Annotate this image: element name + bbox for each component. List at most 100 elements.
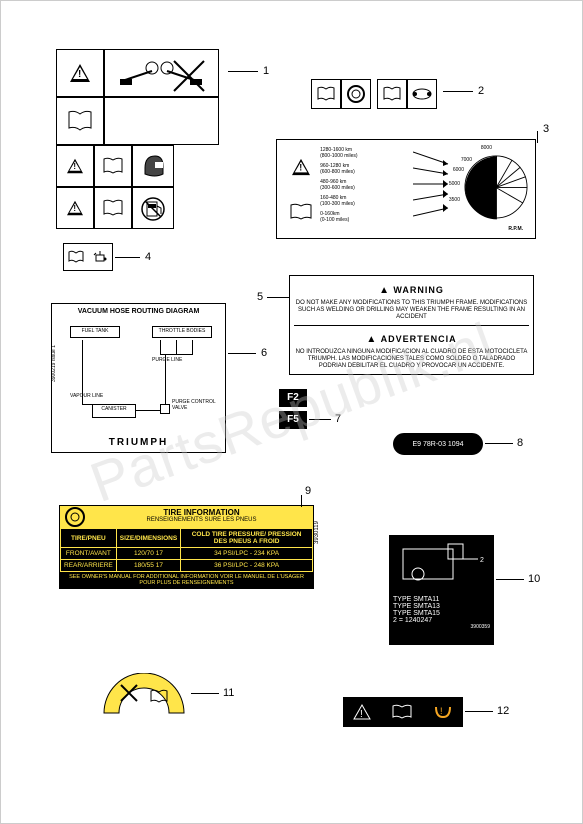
- tire-icon: [346, 84, 366, 104]
- label-10-type: 2 TYPE SMTA11 TYPE SMTA13 TYPE SMTA15 2 …: [389, 535, 494, 645]
- oil-icon: [92, 249, 108, 265]
- rpm-mi-4: (0-100 miles): [320, 217, 349, 223]
- leader-11: [191, 693, 219, 694]
- helmet-icon: [141, 152, 165, 180]
- throttle-box: THROTTLE BODIES: [152, 326, 212, 338]
- tire-title2: RENSEIGNEMENTS SURE LES PNEUS: [92, 517, 311, 523]
- tire-rear: REAR/ARRIERE: [61, 560, 117, 572]
- vac-title: VACUUM HOSE ROUTING DIAGRAM: [56, 308, 221, 315]
- callout-10: 10: [528, 573, 540, 585]
- warning-triangle-icon: [70, 64, 90, 82]
- book-icon: [67, 250, 85, 264]
- label-4: [63, 243, 113, 271]
- tire-front-size: 120/70 17: [116, 548, 180, 560]
- rpm-mi-1: (600-800 miles): [320, 169, 355, 175]
- tire-rear-psi: 36 PSI/LPC - 248 KPA: [181, 560, 313, 572]
- type-line4: 2 = 1240247: [393, 617, 490, 624]
- label-5-warning: ▲ WARNING DO NOT MAKE ANY MODIFICATIONS …: [289, 275, 534, 375]
- handlebar-icon: [112, 53, 212, 93]
- rpm-6000: 6000: [453, 168, 464, 174]
- label-6-vacuum: VACUUM HOSE ROUTING DIAGRAM 3900219 Issu…: [51, 303, 226, 453]
- rpm-mi-0: (800-1000 miles): [320, 153, 358, 159]
- leader-12: [465, 711, 493, 712]
- label-2: [311, 79, 441, 113]
- warning-triangle-icon: [292, 158, 310, 174]
- rpm-arrows: [413, 144, 453, 234]
- leader-9: [301, 495, 302, 507]
- type-line1: TYPE SMTA11: [393, 596, 490, 603]
- tire-front-psi: 34 PSI/LPC - 234 KPA: [181, 548, 313, 560]
- tpms-icon: !: [432, 703, 454, 721]
- engine-diagram-icon: 2: [393, 539, 488, 589]
- callout-8: 8: [517, 437, 523, 449]
- tire-title1: TIRE INFORMATION: [92, 508, 311, 517]
- book-icon: [67, 110, 93, 132]
- callout-12: 12: [497, 705, 509, 717]
- tire-col3: COLD TIRE PRESSURE/ PRESSION DES PNEUS A…: [181, 529, 313, 548]
- warning-triangle-icon: !: [352, 703, 372, 721]
- leader-3: [537, 131, 538, 143]
- leader-5: [267, 297, 289, 298]
- advertencia-header: ADVERTENCIA: [381, 334, 457, 344]
- item10-num2: 2: [480, 557, 484, 564]
- callout-1: 1: [263, 65, 269, 77]
- tire-col1: TIRE/PNEU: [61, 529, 117, 548]
- fuel-no-icon: [141, 194, 165, 222]
- warning-triangle-icon: [67, 201, 83, 215]
- type-line3: TYPE SMTA15: [393, 610, 490, 617]
- callout-6: 6: [261, 347, 267, 359]
- tire-rear-size: 180/55 17: [116, 560, 180, 572]
- pcv-box: [160, 404, 170, 414]
- pcv-label: PURGE CONTROL VALVE: [172, 400, 217, 411]
- leader-4: [115, 257, 140, 258]
- callout-2: 2: [478, 85, 484, 97]
- book-icon: [289, 203, 313, 221]
- label-1: [56, 49, 226, 204]
- e9-text: E9 78R-03 1094: [413, 441, 464, 448]
- leader-1: [228, 71, 258, 72]
- callout-3: 3: [543, 123, 549, 135]
- tire-icon: [64, 506, 86, 528]
- vapour-label: VAPOUR LINE: [70, 394, 103, 400]
- leader-7: [309, 419, 331, 420]
- triumph-brand: TRIUMPH: [52, 437, 225, 448]
- rpm-mi-2: (300-600 miles): [320, 185, 355, 191]
- purge-label: PURGE LINE: [152, 358, 182, 364]
- callout-11: 11: [223, 687, 234, 699]
- rpm-label: R.P.M.: [508, 227, 523, 233]
- book-icon: [102, 157, 124, 175]
- tire-table: TIRE/PNEU SIZE/DIMENSIONS COLD TIRE PRES…: [60, 528, 313, 572]
- leader-10: [496, 579, 524, 580]
- rpm-8000: 8000: [481, 146, 492, 152]
- tire-sidecode: 3930119: [314, 521, 320, 544]
- warning-triangle-icon: [67, 159, 83, 173]
- book-icon: [382, 86, 402, 102]
- type-code: 3900359: [393, 624, 490, 630]
- f5-label: F5: [279, 411, 307, 429]
- tire-col2: SIZE/DIMENSIONS: [116, 529, 180, 548]
- leader-2: [443, 91, 473, 92]
- svg-text:!: !: [440, 706, 443, 716]
- rpm-7000: 7000: [461, 158, 472, 164]
- type-line2: TYPE SMTA13: [393, 603, 490, 610]
- rpm-3500: 3500: [449, 198, 460, 204]
- warning-body: DO NOT MAKE ANY MODIFICATIONS TO THIS TR…: [294, 300, 529, 322]
- book-icon: [102, 199, 124, 217]
- label-11: [99, 673, 189, 719]
- leader-6: [228, 353, 256, 354]
- label-3: 1280-1600 km(800-1000 miles) 960-1280 km…: [276, 139, 536, 239]
- rpm-5000: 5000: [449, 182, 460, 188]
- callout-4: 4: [145, 251, 151, 263]
- fuel-tank-box: FUEL TANK: [70, 326, 120, 338]
- label-12: ! !: [343, 697, 463, 727]
- tire-footer: SEE OWNER'S MANUAL FOR ADDITIONAL INFORM…: [60, 572, 313, 588]
- callout-7: 7: [335, 413, 341, 425]
- tire-front: FRONT/AVANT: [61, 548, 117, 560]
- f2-label: F2: [279, 389, 307, 407]
- book-icon: [316, 86, 336, 102]
- callout-9: 9: [305, 485, 311, 497]
- warning-header: WARNING: [393, 285, 444, 295]
- book-icon: [391, 704, 413, 720]
- chain-icon: [411, 86, 433, 102]
- callout-5: 5: [257, 291, 263, 303]
